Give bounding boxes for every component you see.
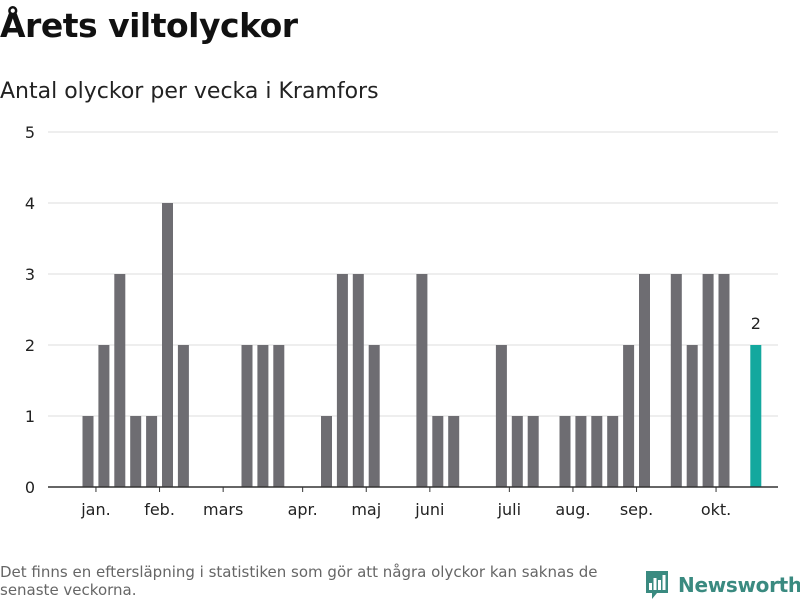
bar [607,416,619,487]
bar [82,416,94,487]
y-tick-label: 1 [25,407,35,426]
brand-name: Newsworthy [678,573,800,597]
bar [162,203,173,487]
bar [368,345,380,487]
y-tick-label: 0 [25,478,35,497]
bar-highlight [750,345,762,487]
bar [336,274,348,487]
x-tick-label: okt. [701,500,731,519]
bar [718,274,730,487]
bar [130,416,142,487]
bar [702,274,714,487]
data-labels: 2 [751,314,761,333]
bar-chart: 0 1 2 3 4 5 2 jan. feb. mars apr. maj juni juli aug.… [25,123,778,519]
bar [257,345,269,487]
x-tick-label: juli [497,500,521,519]
bar [623,345,635,487]
bar [98,345,110,487]
footnote: Det finns en eftersläpning i statistiken… [0,563,598,599]
x-tick-label: sep. [620,500,653,519]
x-tick-label: apr. [288,500,318,519]
bar [670,274,682,487]
bar [448,416,460,487]
bar [639,274,650,487]
bar [575,416,587,487]
x-tick-label: maj [351,500,381,519]
bar [114,274,126,487]
bar [273,345,285,487]
gridlines [48,131,778,417]
bar [432,416,444,487]
x-axis-ticks: jan. feb. mars apr. maj juni juli aug. sep. okt. [80,487,731,519]
newsworthy-logo-icon [646,571,668,599]
bar [177,345,189,487]
x-tick-label: juni [414,500,444,519]
x-tick-label: jan. [80,500,110,519]
bar [146,416,158,487]
chart-subtitle: Antal olyckor per vecka i Kramfors [0,79,379,104]
bar [686,345,698,487]
y-tick-label: 2 [25,336,35,355]
x-tick-label: feb. [144,500,175,519]
bar [591,416,603,487]
bar [527,416,539,487]
bars [82,203,762,487]
bar [495,345,507,487]
y-tick-label: 4 [25,194,35,213]
bar [321,416,332,487]
bar [511,416,523,487]
x-tick-label: aug. [555,500,590,519]
chart-title: Årets viltolyckor [0,6,298,45]
bar [559,416,571,487]
x-tick-label: mars [203,500,243,519]
bar [352,274,364,487]
bar [241,345,253,487]
y-axis-ticks: 0 1 2 3 4 5 [25,123,35,497]
bar [416,274,428,487]
y-tick-label: 5 [25,123,35,142]
bar-value-label: 2 [751,314,761,333]
y-tick-label: 3 [25,265,35,284]
brand-logo[interactable]: Newsworthy [644,569,800,601]
